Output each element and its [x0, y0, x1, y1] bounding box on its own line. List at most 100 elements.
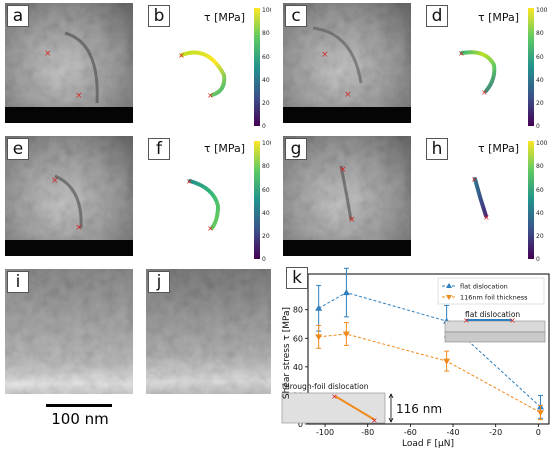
legend: flat dislocation 116nm foil thickness [437, 277, 545, 305]
endpoint-marker: × [321, 50, 329, 60]
panel-j-tem-image: j [146, 269, 271, 394]
colorbar-tick: 80 [262, 30, 270, 37]
panel-label-f: f [148, 138, 170, 160]
data-point [443, 358, 451, 365]
colorbar-label: τ [MPa] [204, 11, 245, 24]
panel-label-b: b [148, 5, 170, 27]
data-point [315, 334, 323, 341]
scale-bar [46, 404, 112, 407]
endpoint-marker: × [458, 49, 465, 58]
colorbar-tick: 20 [536, 100, 544, 107]
colorbar-tick: 40 [536, 77, 544, 84]
colorbar [254, 141, 260, 259]
legend-label-foil: 116nm foil thickness [460, 294, 528, 302]
inset-through-foil-dislocation: through-foil dislocation × × 116 nm [281, 382, 442, 425]
colorbar-tick: 0 [262, 123, 266, 128]
colorbar-label: τ [MPa] [478, 142, 519, 155]
data-point [342, 331, 350, 338]
colorbar-tick: 100 [262, 140, 271, 147]
panel-label-i: i [7, 271, 29, 293]
panel-c-tem-image: × × c [283, 3, 411, 123]
colorbar-tick: 100 [536, 7, 548, 14]
legend-marker-foil [446, 295, 452, 300]
colorbar-tick: 0 [536, 123, 540, 128]
colorbar-tick: 80 [536, 30, 544, 37]
endpoint-marker: × [51, 176, 59, 186]
colorbar-tick: 60 [536, 54, 544, 61]
panel-i-tem-image: i [5, 269, 133, 394]
panel-h-stress-map: × × 100 80 60 40 20 0 τ [MPa] h [424, 136, 549, 261]
panel-b-stress-map: × × 100 80 60 40 20 0 τ [MPa] b [146, 3, 271, 128]
colorbar-tick: 40 [262, 77, 270, 84]
colorbar-tick: 40 [536, 210, 544, 217]
endpoint-marker: × [207, 91, 214, 100]
panel-a-tem-image: × × a [5, 3, 133, 123]
y-axis-label: Shear stress τ [MPa] [282, 307, 292, 399]
endpoint-marker: × [463, 316, 470, 325]
endpoint-marker: × [471, 175, 478, 184]
series-line-0 [318, 292, 541, 408]
plot-frame [307, 273, 550, 425]
endpoint-marker: × [75, 91, 83, 101]
colorbar-label: τ [MPa] [204, 142, 245, 155]
panel-k-chart: -100-80-60-40-200020406080100 flat dislo… [280, 265, 553, 452]
colorbar-tick: 0 [536, 256, 540, 261]
shear-stress-chart: -100-80-60-40-200020406080100 flat dislo… [281, 267, 550, 449]
data-point [342, 289, 350, 296]
x-axis-label: Load F [μN] [402, 439, 454, 449]
y-tick-label: 80 [293, 306, 303, 315]
colorbar-tick: 80 [536, 163, 544, 170]
endpoint-marker: × [339, 165, 347, 175]
y-tick-label: 40 [293, 363, 303, 372]
colorbar-tick: 80 [262, 163, 270, 170]
endpoint-marker: × [44, 49, 52, 59]
endpoint-marker: × [371, 416, 378, 425]
colorbar [528, 8, 534, 126]
panel-e-tem-image: × × e [5, 136, 133, 256]
colorbar-tick: 20 [536, 233, 544, 240]
colorbar-tick: 40 [262, 210, 270, 217]
y-tick-label: 0 [298, 420, 303, 429]
x-tick-label: -20 [489, 428, 502, 437]
colorbar-tick: 100 [262, 7, 271, 14]
colorbar-tick: 0 [262, 256, 266, 261]
colorbar [254, 8, 260, 126]
panel-label-a: a [7, 5, 29, 27]
colorbar-tick: 20 [262, 100, 270, 107]
colorbar-tick: 60 [536, 187, 544, 194]
series-line-1 [318, 333, 541, 414]
endpoint-marker: × [509, 316, 516, 325]
colorbar-label: τ [MPa] [478, 11, 519, 24]
scale-bar-label: 100 nm [51, 410, 109, 428]
x-tick-label: -40 [446, 428, 459, 437]
x-tick-label: -80 [361, 428, 374, 437]
inset-flat-dislocation: flat dislocation × × [444, 310, 546, 343]
inset-through-label: through-foil dislocation [282, 382, 369, 391]
colorbar [528, 141, 534, 259]
panel-label-c: c [285, 5, 307, 27]
panel-d-stress-map: × × 100 80 60 40 20 0 τ [MPa] d [424, 3, 549, 128]
endpoint-marker: × [483, 213, 490, 222]
endpoint-marker: × [481, 88, 488, 97]
panel-label-k: k [286, 267, 308, 289]
endpoint-marker: × [348, 215, 356, 225]
endpoint-marker: × [178, 51, 185, 60]
legend-label-flat: flat dislocation [460, 283, 508, 291]
panel-label-h: h [426, 138, 448, 160]
x-tick-label: -100 [316, 428, 334, 437]
y-tick-label: 60 [293, 334, 303, 343]
endpoint-marker: × [186, 177, 193, 186]
endpoint-marker: × [344, 90, 352, 100]
endpoint-marker: × [331, 392, 338, 401]
data-point [315, 304, 323, 311]
panel-g-tem-image: × × g [283, 136, 411, 256]
data-point [536, 410, 544, 417]
panel-label-d: d [426, 5, 448, 27]
colorbar-tick: 60 [262, 187, 270, 194]
colorbar-tick: 60 [262, 54, 270, 61]
foil-thickness-label: 116 nm [396, 402, 442, 416]
endpoint-marker: × [207, 224, 214, 233]
panel-label-j: j [148, 271, 170, 293]
endpoint-marker: × [75, 223, 83, 233]
colorbar-tick: 100 [536, 140, 548, 147]
